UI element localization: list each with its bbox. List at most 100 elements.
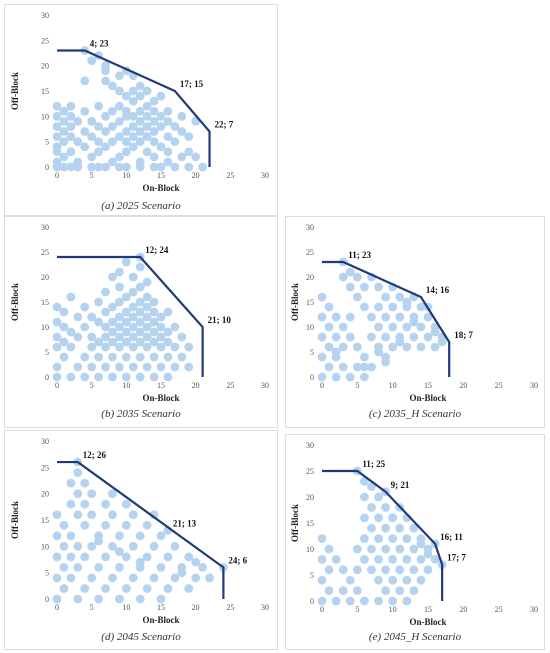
data-point <box>59 563 69 572</box>
data-point <box>59 322 69 332</box>
x-tick-label: 5 <box>90 603 94 612</box>
data-point <box>128 132 138 141</box>
data-point <box>170 541 180 551</box>
data-point <box>324 342 334 352</box>
x-tick-label: 30 <box>261 171 269 180</box>
data-point <box>402 342 412 352</box>
data-point <box>135 297 145 307</box>
data-point <box>94 352 103 362</box>
caption-c: (c) 2035_H Scenario <box>368 408 462 420</box>
data-point <box>156 122 166 131</box>
data-point <box>184 342 194 352</box>
data-point <box>80 520 90 530</box>
data-point <box>331 372 341 382</box>
data-point <box>135 157 145 167</box>
x-tick-label: 15 <box>157 603 165 612</box>
y-tick-label: 25 <box>41 463 49 472</box>
y-tick-label: 30 <box>41 223 49 232</box>
y-tick-label: 30 <box>306 441 314 450</box>
data-point <box>66 162 76 172</box>
data-point <box>177 568 187 578</box>
data-point <box>184 132 194 141</box>
data-point <box>66 531 76 541</box>
data-points <box>317 257 447 382</box>
data-point <box>388 342 398 352</box>
data-point <box>142 322 152 332</box>
data-point <box>80 302 90 312</box>
data-point <box>52 594 62 604</box>
data-point <box>374 282 383 292</box>
data-point <box>121 352 131 362</box>
data-points <box>52 457 228 604</box>
y-axis-title: Off-Block <box>10 501 20 539</box>
data-point <box>184 552 194 562</box>
data-point <box>163 372 173 382</box>
data-point <box>381 544 390 554</box>
data-point <box>388 555 398 564</box>
x-tick-label: 20 <box>192 603 200 612</box>
data-point <box>163 106 173 116</box>
y-tick-label: 20 <box>41 490 49 499</box>
data-point <box>423 332 433 342</box>
data-point <box>149 352 159 362</box>
data-point <box>115 332 124 342</box>
data-point <box>360 534 369 543</box>
data-point <box>352 586 362 595</box>
data-point <box>66 122 76 131</box>
frontier-annotation: 11; 23 <box>348 250 371 260</box>
data-point <box>409 332 419 342</box>
data-point <box>101 111 110 121</box>
data-point <box>374 302 383 312</box>
data-point <box>198 563 208 572</box>
data-point <box>142 132 152 141</box>
data-point <box>87 362 97 372</box>
data-point <box>135 262 145 272</box>
data-point <box>66 573 76 583</box>
data-point <box>115 117 124 126</box>
data-point <box>324 586 334 595</box>
frontier-annotation: 16; 11 <box>440 532 463 542</box>
data-point <box>52 122 62 131</box>
data-point <box>416 555 426 564</box>
data-point <box>73 468 83 477</box>
chart-panel-b: 0 5 10 15 20 25 30 0 5 10 15 20 25 30 On-Block Off-Bloc… <box>4 216 278 428</box>
data-point <box>94 317 103 327</box>
data-point <box>59 152 69 162</box>
x-axis-title: On-Block <box>409 393 446 403</box>
data-point <box>367 544 376 554</box>
data-point <box>94 122 103 131</box>
data-point <box>87 132 97 141</box>
data-point <box>149 372 159 382</box>
x-axis-title: On-Block <box>142 393 179 403</box>
data-point <box>59 106 69 116</box>
frontier-annotation: 17; 15 <box>180 79 204 89</box>
data-point <box>317 575 327 585</box>
data-point <box>101 162 110 172</box>
data-point <box>156 322 166 332</box>
data-point <box>352 272 362 282</box>
data-point <box>142 362 152 372</box>
data-point <box>156 332 166 342</box>
data-point <box>59 127 69 136</box>
data-point <box>121 552 131 562</box>
data-point <box>423 549 433 559</box>
data-point <box>324 302 334 312</box>
data-point <box>430 342 440 352</box>
data-point <box>115 267 124 277</box>
data-point <box>345 312 355 322</box>
y-tick-label: 5 <box>310 348 314 357</box>
data-point <box>360 282 369 292</box>
data-point <box>101 342 110 352</box>
y-tick-label: 20 <box>41 62 49 71</box>
data-point <box>115 86 124 96</box>
data-point <box>94 147 103 157</box>
x-tick-label: 20 <box>192 381 200 390</box>
data-point <box>108 573 117 583</box>
data-point <box>177 332 187 342</box>
frontier-annotation: 18; 7 <box>454 330 473 340</box>
data-point <box>115 322 124 332</box>
data-point <box>101 332 110 342</box>
data-point <box>121 257 131 267</box>
x-tick-label: 25 <box>495 605 503 614</box>
data-point <box>80 142 90 152</box>
